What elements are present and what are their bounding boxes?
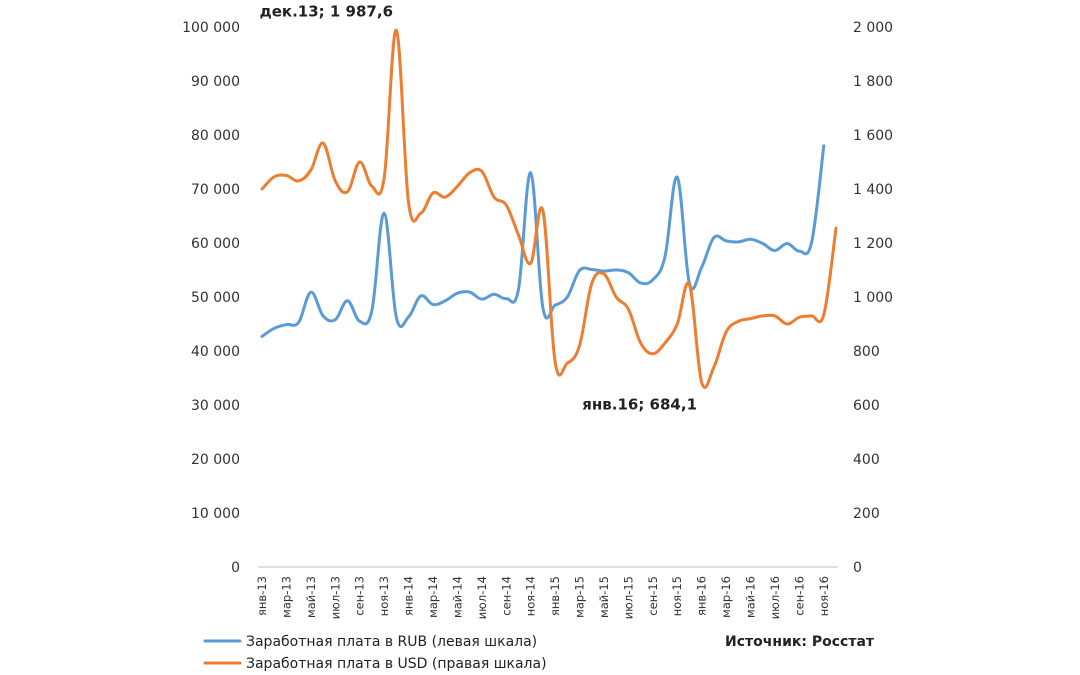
y-left-tick-label: 80 000 xyxy=(191,128,240,144)
y-left-tick-label: 0 xyxy=(231,560,240,576)
plot-lines xyxy=(260,28,838,389)
x-tick-label: сен-14 xyxy=(499,576,513,616)
x-tick-label: май-15 xyxy=(597,576,611,618)
source-label: Источник: Росстат xyxy=(725,634,875,650)
x-tick-label: ноя-14 xyxy=(524,576,538,616)
x-tick-label: янв-13 xyxy=(255,576,269,616)
x-tick-label: мар-14 xyxy=(426,576,440,618)
x-tick-label: июл-15 xyxy=(621,576,635,619)
x-tick-label: янв-14 xyxy=(402,576,416,616)
y-right-tick-label: 1 600 xyxy=(853,128,893,144)
x-tick-label: июл-13 xyxy=(328,576,342,619)
y-left-tick-label: 10 000 xyxy=(191,506,240,522)
series-line-usd xyxy=(260,28,838,389)
x-tick-label: ноя-15 xyxy=(670,576,684,616)
y-left-tick-label: 70 000 xyxy=(191,182,240,198)
x-tick-label: июл-16 xyxy=(768,576,782,619)
y-right-tick-label: 600 xyxy=(853,398,880,414)
x-tick-label: май-14 xyxy=(450,576,464,618)
y-right-tick-label: 200 xyxy=(853,506,880,522)
x-tick-label: ноя-13 xyxy=(377,576,391,616)
x-tick-label: ноя-16 xyxy=(817,576,831,616)
y-left-tick-label: 40 000 xyxy=(191,344,240,360)
legend: Заработная плата в RUB (левая шкала) Зар… xyxy=(203,634,547,672)
y-right-tick-label: 1 800 xyxy=(853,74,893,90)
y-left-tick-label: 100 000 xyxy=(182,20,240,36)
left-y-axis: 0 10 000 20 000 30 000 40 000 50 000 60 000 70 … xyxy=(182,20,240,576)
y-right-tick-label: 0 xyxy=(853,560,862,576)
x-tick-label: июл-14 xyxy=(475,576,489,619)
y-left-tick-label: 60 000 xyxy=(191,236,240,252)
y-left-tick-label: 30 000 xyxy=(191,398,240,414)
y-right-tick-label: 800 xyxy=(853,344,880,360)
y-left-tick-label: 90 000 xyxy=(191,74,240,90)
x-tick-label: янв-15 xyxy=(548,576,562,616)
y-right-tick-label: 2 000 xyxy=(853,20,893,36)
right-y-axis: 0 200 400 600 800 1 000 1 200 1 400 1 600 1 800 2 … xyxy=(853,20,893,576)
x-axis: янв-13 мар-13 май-13 июл-13 сен-13 ноя-13 янв-… xyxy=(255,576,831,619)
legend-usd-label: Заработная плата в USD (правая шкала) xyxy=(246,656,547,672)
annotation-label: дек.13; 1 987,6 xyxy=(260,2,393,20)
y-right-tick-label: 1 000 xyxy=(853,290,893,306)
x-tick-label: сен-15 xyxy=(646,576,660,616)
y-right-tick-label: 400 xyxy=(853,452,880,468)
x-tick-label: мар-16 xyxy=(719,576,733,618)
x-tick-label: май-13 xyxy=(304,576,318,618)
annotations: дек.13; 1 987,6 янв.16; 684,1 xyxy=(260,2,697,413)
x-tick-label: янв-16 xyxy=(695,576,709,616)
x-tick-label: мар-15 xyxy=(573,576,587,618)
annotation-label: янв.16; 684,1 xyxy=(582,395,697,413)
y-left-tick-label: 20 000 xyxy=(191,452,240,468)
legend-rub-label: Заработная плата в RUB (левая шкала) xyxy=(246,634,537,650)
x-tick-label: сен-13 xyxy=(353,576,367,616)
x-tick-label: май-16 xyxy=(744,576,758,618)
y-right-tick-label: 1 400 xyxy=(853,182,893,198)
series-line-rub xyxy=(260,144,826,338)
x-tick-label: мар-13 xyxy=(279,576,293,618)
y-left-tick-label: 50 000 xyxy=(191,290,240,306)
y-right-tick-label: 1 200 xyxy=(853,236,893,252)
x-tick-label: сен-16 xyxy=(792,576,806,616)
